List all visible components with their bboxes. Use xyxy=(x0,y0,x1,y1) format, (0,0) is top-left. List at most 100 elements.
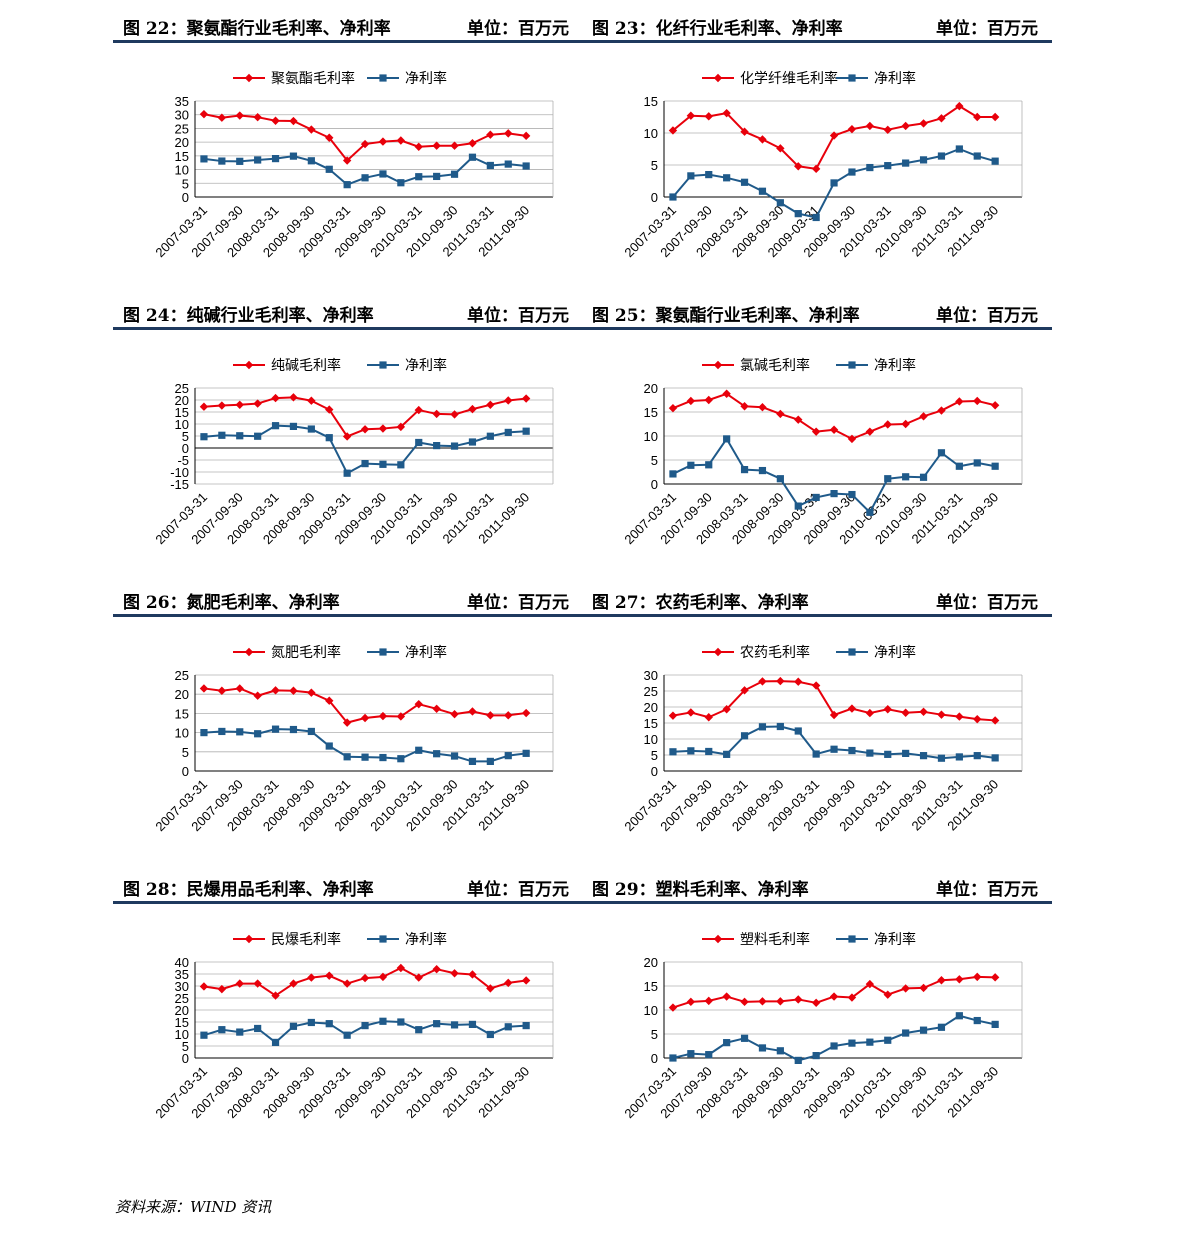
y-tick-label: -15 xyxy=(170,477,189,492)
y-tick-label: 15 xyxy=(644,979,658,994)
chart-header: 图 28：民爆用品毛利率、净利率 单位：百万元 xyxy=(113,861,583,904)
y-tick-label: 10 xyxy=(175,417,189,432)
legend-marker xyxy=(848,935,856,943)
data-point xyxy=(705,171,713,179)
data-point xyxy=(379,170,387,178)
data-point xyxy=(884,162,892,170)
data-point xyxy=(794,502,802,510)
y-tick-label: 15 xyxy=(175,149,189,164)
y-tick-label: 15 xyxy=(644,94,658,109)
data-point xyxy=(901,708,910,717)
legend-label: 净利率 xyxy=(874,931,916,948)
data-point xyxy=(830,490,838,498)
data-point xyxy=(468,757,477,765)
data-point xyxy=(847,704,857,713)
data-point xyxy=(704,395,713,405)
data-point xyxy=(776,409,785,419)
data-point xyxy=(973,396,982,406)
data-point xyxy=(200,433,208,441)
data-point xyxy=(901,419,910,429)
data-point xyxy=(253,399,262,408)
y-tick-label: 0 xyxy=(651,1051,658,1066)
data-point xyxy=(468,1020,477,1028)
line-chart: 051015202007-03-312007-09-302008-03-3120… xyxy=(621,357,1023,547)
chart-panel: 图 27：农药毛利率、净利率 单位：百万元 0 5 10 15 20 25 30 2007-03-… xyxy=(582,574,1052,861)
data-point xyxy=(450,752,459,760)
data-point xyxy=(758,677,767,686)
data-point xyxy=(848,1039,856,1047)
chart-title: 图 24：纯碱行业毛利率、净利率 xyxy=(123,306,374,326)
data-point xyxy=(342,432,352,441)
data-point xyxy=(866,163,874,172)
chart-header: 图 29：塑料毛利率、净利率 单位：百万元 xyxy=(582,861,1052,904)
y-tick-label: 10 xyxy=(644,429,658,444)
data-point xyxy=(307,1018,315,1027)
data-point xyxy=(397,1018,405,1026)
data-point xyxy=(669,748,677,756)
data-point xyxy=(360,973,370,983)
data-point xyxy=(378,137,388,146)
data-point xyxy=(794,995,803,1004)
data-point xyxy=(668,711,678,720)
data-point xyxy=(504,1023,512,1031)
data-point xyxy=(758,187,767,195)
data-point xyxy=(199,684,209,693)
legend-label: 聚氨酯毛利率 xyxy=(271,70,355,87)
data-point xyxy=(990,112,1000,122)
data-point xyxy=(486,161,494,170)
data-point xyxy=(955,145,963,153)
data-point xyxy=(486,757,494,765)
data-point xyxy=(433,750,441,758)
data-point xyxy=(901,121,910,131)
data-point xyxy=(450,969,459,978)
data-point xyxy=(360,425,370,434)
data-point xyxy=(217,113,227,122)
data-point xyxy=(361,1022,369,1030)
data-point xyxy=(486,1030,494,1039)
chart-header: 图 22：聚氨酯行业毛利率、净利率 单位：百万元 xyxy=(113,0,583,43)
data-point xyxy=(217,984,227,994)
data-point xyxy=(919,983,928,993)
data-point xyxy=(325,165,333,173)
data-point xyxy=(955,975,964,984)
y-tick-label: 5 xyxy=(651,453,658,468)
data-point xyxy=(848,746,856,755)
data-point xyxy=(811,164,821,174)
data-point xyxy=(776,199,784,207)
y-tick-label: 5 xyxy=(651,158,658,173)
data-point xyxy=(669,193,677,201)
data-point xyxy=(955,101,964,111)
data-point xyxy=(668,403,678,413)
data-point xyxy=(973,752,981,760)
chart-title: 图 28：民爆用品毛利率、净利率 xyxy=(123,880,374,900)
data-point xyxy=(450,170,459,178)
y-tick-label: 20 xyxy=(175,687,189,702)
data-point xyxy=(865,708,875,718)
data-point xyxy=(486,130,495,139)
data-point xyxy=(794,677,803,686)
legend-label: 净利率 xyxy=(405,70,447,87)
data-point xyxy=(521,708,531,718)
data-point xyxy=(218,727,226,736)
data-point xyxy=(343,181,351,189)
legend-label: 净利率 xyxy=(405,931,447,948)
legend-marker xyxy=(848,361,856,369)
y-tick-label: 25 xyxy=(175,381,189,396)
data-point xyxy=(199,402,209,411)
legend-marker xyxy=(713,934,723,944)
data-point xyxy=(990,973,1000,982)
data-point xyxy=(271,116,280,125)
data-point xyxy=(307,396,316,405)
chart-panel: 图 22：聚氨酯行业毛利率、净利率 单位：百万元 0 5 10 15 20 25 30 35 200… xyxy=(113,0,583,287)
data-point xyxy=(468,153,477,161)
y-tick-label: 0 xyxy=(651,190,658,205)
data-point xyxy=(343,469,351,477)
data-point xyxy=(235,684,244,693)
data-point xyxy=(522,1022,530,1030)
data-point xyxy=(361,174,369,182)
data-point xyxy=(865,121,875,131)
data-point xyxy=(919,707,928,716)
data-point xyxy=(794,162,803,171)
line-chart: 05101520252007-03-312007-09-302008-03-31… xyxy=(152,644,554,834)
data-point xyxy=(396,136,406,145)
